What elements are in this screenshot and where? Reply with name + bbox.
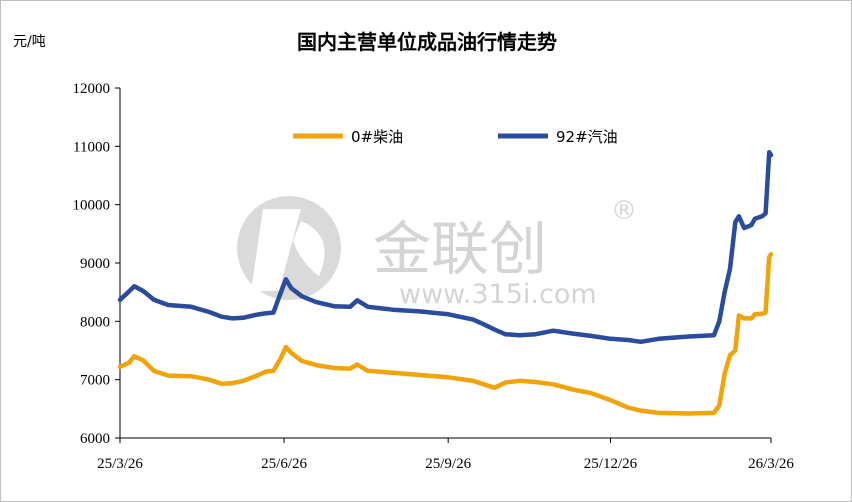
legend-label-diesel: 0#柴油 (351, 128, 403, 146)
legend-item-gasoline: 92#汽油 (498, 128, 618, 146)
y-tick-label: 10000 (73, 198, 111, 214)
y-tick-label: 7000 (80, 373, 110, 389)
y-axis-ticks: 6000 7000 8000 9000 10000 11000 12000 (73, 81, 120, 447)
y-tick-label: 9000 (80, 256, 110, 272)
watermark-url: www.315i.com (399, 279, 597, 310)
watermark-brand: 金联创 (373, 215, 547, 283)
y-tick-label: 12000 (73, 81, 111, 97)
x-axis-ticks: 25/3/26 25/6/26 25/9/26 25/12/26 26/3/26 (97, 438, 794, 472)
y-tick-label: 8000 (80, 314, 110, 330)
chart-title: 国内主营单位成品油行情走势 (297, 30, 557, 54)
legend-item-diesel: 0#柴油 (293, 128, 403, 146)
x-tick-label: 25/9/26 (425, 456, 471, 472)
watermark: 金联创 ® www.315i.com (237, 196, 637, 310)
y-tick-label: 11000 (73, 139, 110, 155)
legend-label-gasoline: 92#汽油 (556, 128, 618, 146)
brand-logo-icon (237, 196, 341, 300)
x-tick-label: 25/3/26 (97, 456, 143, 472)
series-line-diesel (117, 252, 774, 416)
x-tick-label: 26/3/26 (748, 456, 794, 472)
x-tick-label: 25/12/26 (584, 456, 638, 472)
watermark-registered-mark: ® (611, 196, 637, 226)
series-line-gasoline (117, 149, 774, 345)
y-tick-label: 6000 (80, 431, 110, 447)
y-axis-unit-label: 元/吨 (13, 34, 46, 50)
legend: 0#柴油 92#汽油 (293, 128, 618, 146)
series-lines (117, 149, 774, 416)
x-tick-label: 25/6/26 (261, 456, 307, 472)
